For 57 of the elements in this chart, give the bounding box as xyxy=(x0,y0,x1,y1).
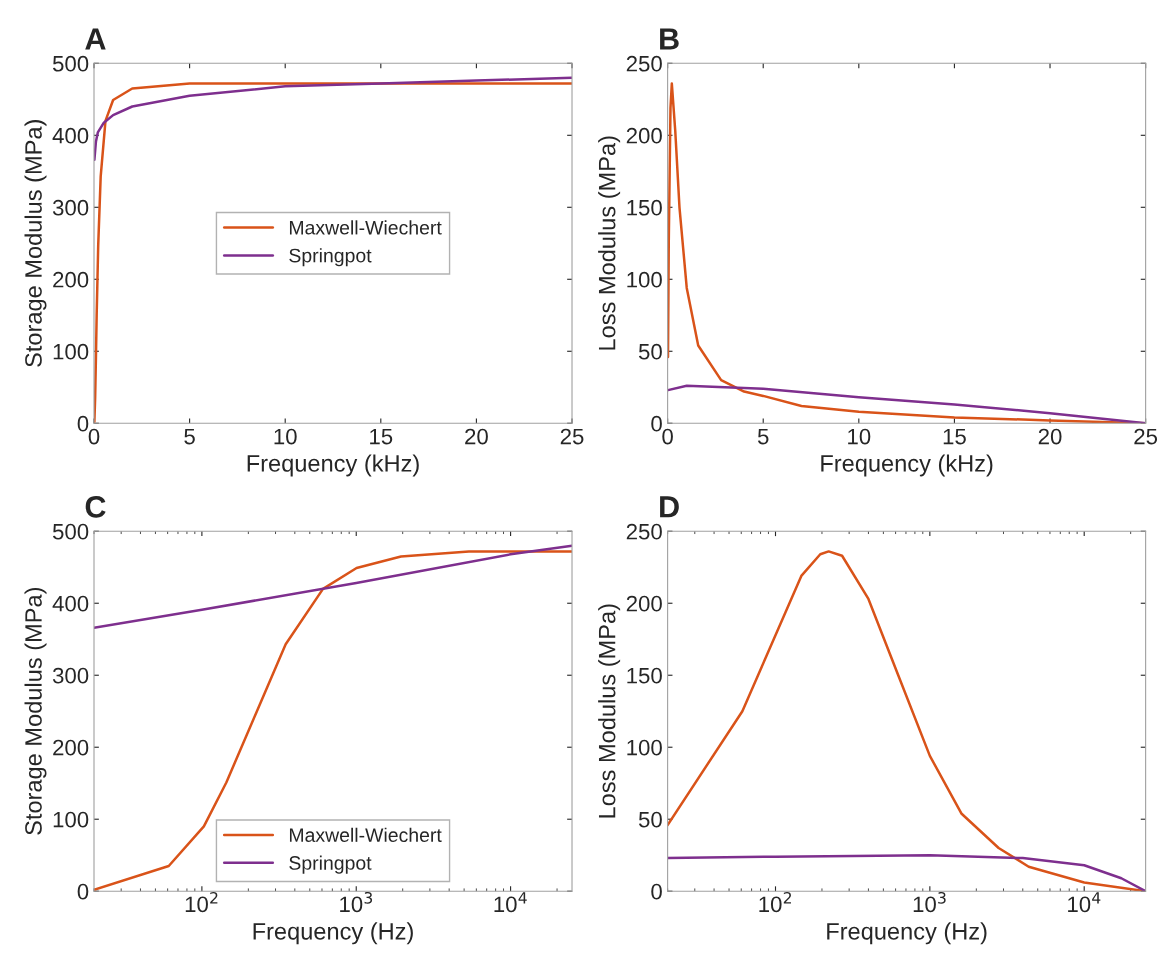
x-tick-label: 10$^{3}$ xyxy=(340,891,373,913)
chart-title: D xyxy=(660,496,679,518)
chart-title: B xyxy=(660,28,679,50)
y-tick-label: 100 xyxy=(53,811,89,828)
x-tick-label: 20 xyxy=(1038,428,1062,445)
x-tick-label: 10$^{3}$ xyxy=(913,891,946,913)
x-tick-label: 10$^{4}$ xyxy=(494,892,527,913)
x-tick-label: 10$^{2}$ xyxy=(185,891,218,913)
chart-title: A xyxy=(85,28,106,50)
x-tick-label: 5 xyxy=(757,428,769,445)
y-tick-label: 500 xyxy=(52,523,89,540)
y-tick-label: 200 xyxy=(626,595,662,612)
legend-label: Maxwell-Wiechert xyxy=(289,827,442,843)
x-tick-label: 5 xyxy=(184,428,195,445)
y-tick-label: 150 xyxy=(627,199,662,216)
y-tick-label: 250 xyxy=(626,523,662,540)
y-axis-title: Loss Modulus (MPa) xyxy=(598,136,621,350)
legend-label: Springpot xyxy=(289,855,372,874)
y-tick-label: 100 xyxy=(53,343,89,360)
y-axis-title: Loss Modulus (MPa) xyxy=(598,604,621,818)
y-tick-label: 50 xyxy=(638,343,662,360)
x-tick-label: 20 xyxy=(465,428,488,445)
legend-label: Maxwell-Wiechert xyxy=(289,220,442,235)
y-axis-title: Storage Modulus (MPa) xyxy=(24,588,47,835)
y-tick-label: 250 xyxy=(626,55,662,72)
legend-label: Springpot xyxy=(289,248,372,267)
x-tick-label: 10 xyxy=(848,428,871,445)
y-tick-label: 0 xyxy=(651,415,662,432)
x-tick-label: 15 xyxy=(943,428,966,445)
x-tick-label: 10$^{4}$ xyxy=(1068,892,1101,913)
y-tick-label: 200 xyxy=(53,271,89,288)
y-axis-title: Storage Modulus (MPa) xyxy=(24,120,47,367)
x-tick-label: 0 xyxy=(662,428,673,445)
x-axis-title: Frequency (kHz) xyxy=(821,454,993,477)
chart-title: C xyxy=(85,496,106,518)
y-tick-label: 200 xyxy=(626,127,662,144)
y-tick-label: 300 xyxy=(52,667,89,684)
y-tick-label: 400 xyxy=(52,127,89,144)
y-tick-label: 50 xyxy=(638,811,662,828)
x-tick-label: 25 xyxy=(1134,428,1158,445)
x-axis-title: Frequency (Hz) xyxy=(253,922,413,945)
x-tick-label: 10$^{2}$ xyxy=(759,891,791,913)
x-axis-title: Frequency (kHz) xyxy=(247,454,419,477)
x-tick-label: 0 xyxy=(88,428,100,445)
y-tick-label: 150 xyxy=(627,667,662,684)
line-series xyxy=(94,76,573,162)
y-tick-label: 300 xyxy=(52,199,89,216)
y-tick-label: 200 xyxy=(53,739,89,756)
y-tick-label: 100 xyxy=(627,739,662,756)
y-tick-label: 100 xyxy=(627,271,662,288)
x-axis-title: Frequency (Hz) xyxy=(827,922,987,945)
y-tick-label: 400 xyxy=(52,595,89,612)
x-tick-label: 25 xyxy=(560,428,584,445)
x-tick-label: 15 xyxy=(370,428,393,445)
y-tick-label: 500 xyxy=(52,55,89,72)
x-tick-label: 10 xyxy=(274,428,297,445)
y-tick-label: 0 xyxy=(77,415,89,432)
